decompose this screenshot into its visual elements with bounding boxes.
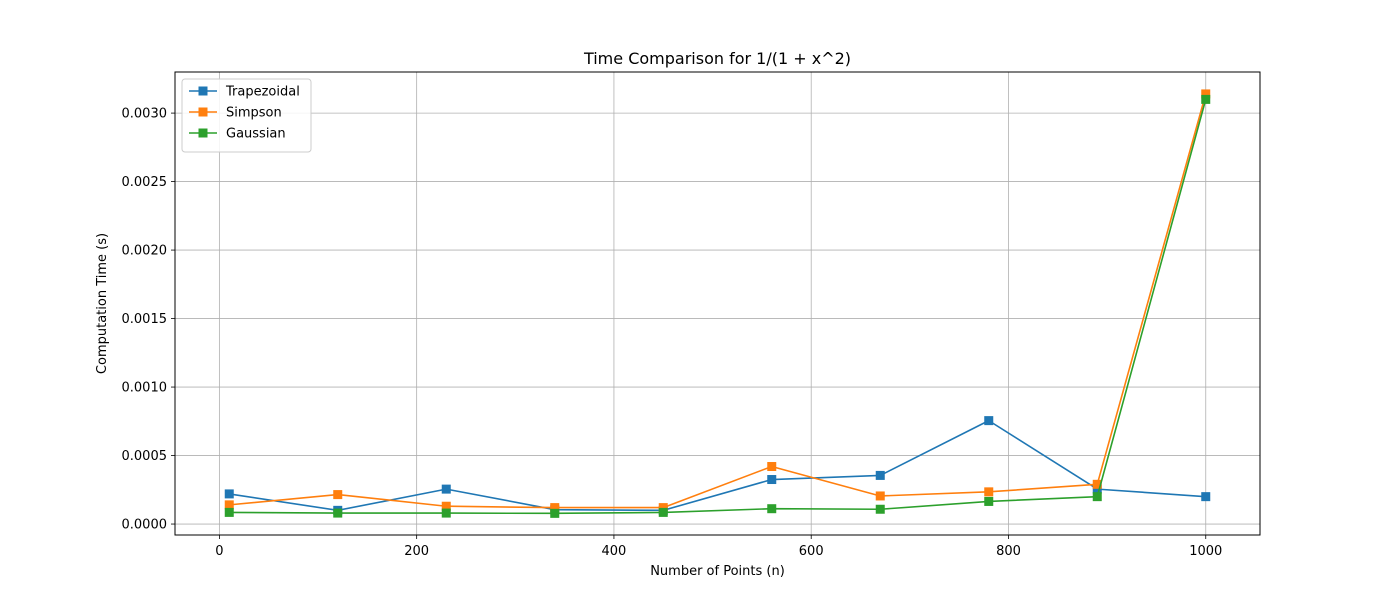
x-tick-label: 800 — [996, 544, 1021, 559]
data-point-marker — [984, 487, 994, 497]
legend: Trapezoidal Simpson Gaussian — [181, 78, 312, 153]
data-point-marker — [875, 470, 885, 480]
legend-marker — [198, 86, 208, 96]
data-point-marker — [441, 501, 451, 511]
legend-label: Simpson — [226, 106, 282, 121]
data-point-marker — [550, 508, 560, 518]
tick-layer: 0 200 400 600 800 1000 0.0000 0.0005 0.0010 0.001… — [122, 107, 1223, 559]
x-axis-label: Number of Points (n) — [650, 564, 785, 579]
data-point-marker — [1201, 94, 1211, 104]
data-point-marker — [1092, 484, 1102, 494]
data-point-marker — [224, 489, 234, 499]
x-tick-label: 600 — [799, 544, 824, 559]
data-point-marker — [441, 508, 451, 518]
x-tick-label: 1000 — [1189, 544, 1222, 559]
data-point-marker — [875, 504, 885, 514]
data-point-marker — [224, 500, 234, 510]
data-point-marker — [333, 508, 343, 518]
data-point-marker — [1201, 492, 1211, 502]
data-point-marker — [767, 462, 777, 472]
y-tick-label: 0.0015 — [122, 312, 168, 327]
data-point-marker — [1201, 89, 1211, 99]
series-gaussian — [224, 94, 1211, 518]
legend-label: Gaussian — [226, 127, 286, 142]
data-point-marker — [550, 503, 560, 513]
data-point-marker — [441, 484, 451, 494]
y-tick-label: 0.0010 — [122, 381, 168, 396]
y-tick-label: 0.0025 — [122, 175, 168, 190]
chart-title: Time Comparison for 1/(1 + x^2) — [583, 49, 851, 68]
y-tick-label: 0.0030 — [122, 107, 168, 122]
data-point-marker — [984, 416, 994, 426]
series-simpson — [224, 89, 1211, 513]
legend-marker — [198, 128, 208, 138]
series-line — [229, 93, 1207, 509]
x-tick-label: 400 — [602, 544, 627, 559]
y-axis-label: Computation Time (s) — [95, 233, 110, 374]
data-point-marker — [1092, 479, 1102, 489]
data-point-marker — [333, 490, 343, 500]
data-point-marker — [767, 475, 777, 485]
data-point-marker — [875, 491, 885, 501]
grid-layer — [175, 72, 1260, 535]
series-layer — [224, 89, 1211, 518]
x-tick-label: 0 — [215, 544, 223, 559]
series-line — [229, 99, 1207, 515]
data-point-marker — [984, 496, 994, 506]
legend-marker — [198, 107, 208, 117]
series-line — [229, 419, 1206, 512]
data-point-marker — [1092, 492, 1102, 502]
x-tick-label: 200 — [404, 544, 429, 559]
data-point-marker — [767, 504, 777, 514]
data-point-marker — [224, 507, 234, 517]
y-tick-label: 0.0000 — [122, 518, 168, 533]
legend-label: Trapezoidal — [225, 85, 300, 100]
series-trapezoidal — [224, 416, 1211, 515]
data-point-marker — [658, 507, 668, 517]
y-tick-label: 0.0005 — [122, 449, 168, 464]
plot-frame — [174, 71, 1261, 536]
y-tick-label: 0.0020 — [122, 244, 168, 259]
data-point-marker — [658, 503, 668, 513]
